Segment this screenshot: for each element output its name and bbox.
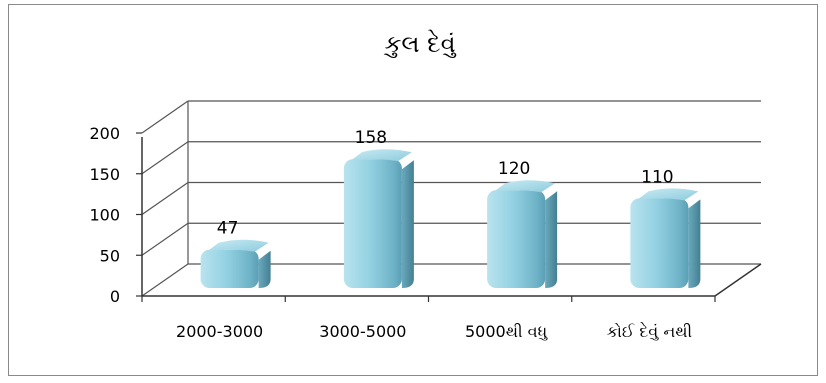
bar-side [401,160,414,288]
bar [630,188,701,288]
bars-group [200,149,701,288]
y-tick-label: 200 [89,124,120,143]
data-label: 120 [498,159,530,179]
bar-front [487,190,546,288]
bar-top [493,180,556,193]
bar-side [545,191,558,288]
floor-right-edge [714,263,762,297]
bar-front [343,159,402,288]
gridline-side [141,100,189,134]
bar [200,239,271,288]
bar-top [636,188,699,201]
data-label: 47 [217,219,239,239]
gridlines [141,100,762,302]
category-label: 5000થી વધુ [465,322,548,341]
data-labels: 47 158 120 110 [217,128,674,238]
gridline-side [141,222,189,256]
bar-front [630,198,689,288]
y-tick-label: 0 [110,287,120,306]
x-axis-categories: 2000-3000 3000-5000 5000થી વધુ કોઈ દેવું નથ… [176,321,692,341]
y-axis-ticks: 0 50 100 150 200 [89,124,142,306]
data-label: 158 [355,128,387,148]
category-label: 3000-5000 [319,322,406,341]
gridline-side [141,141,189,175]
gridline-side [141,263,189,297]
bar-top [206,239,269,252]
y-tick-label: 150 [89,165,120,184]
y-tick-label: 50 [100,246,120,265]
category-label: 2000-3000 [176,322,263,341]
y-tick-label: 100 [89,206,120,225]
bar-side [688,199,701,288]
bar-front [200,249,259,288]
bar-top [349,149,412,162]
bar [487,180,558,288]
bar-side [258,250,271,288]
bar [343,149,414,288]
gridline-side [141,182,189,215]
data-label: 110 [641,167,673,187]
category-label: કોઈ દેવું નથી [607,321,693,341]
chart-title: કુલ દેવું [383,29,457,58]
